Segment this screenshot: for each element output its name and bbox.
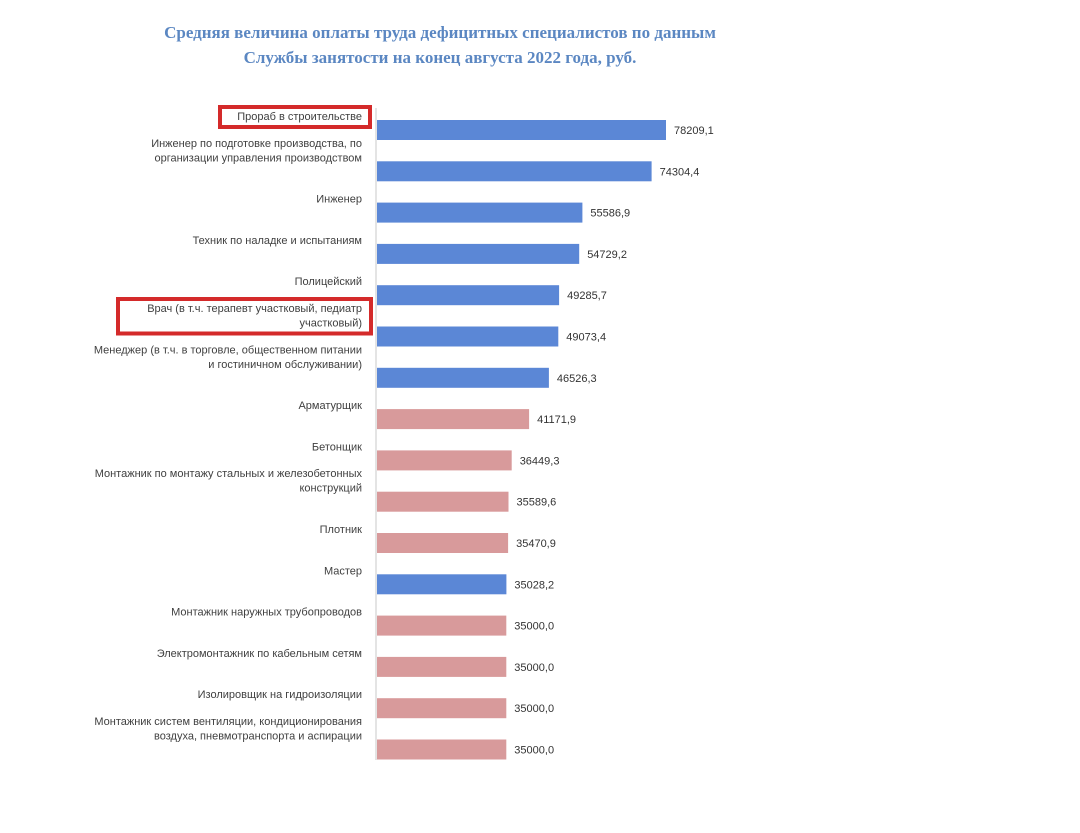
value-label-8: 36449,3 [520,455,560,467]
category-label-15-line-0: Монтажник систем вентиляции, кондиционир… [94,716,362,728]
category-label-11: Мастер [324,565,362,577]
value-label-0: 78209,1 [674,125,714,137]
value-label-2: 55586,9 [590,208,630,220]
value-label-7: 41171,9 [537,414,576,426]
value-label-10: 35470,9 [516,538,556,550]
category-label-13: Электромонтажник по кабельным сетям [157,648,362,660]
value-label-9: 35589,6 [517,497,557,509]
bar-11 [377,574,507,595]
category-label-15-line-1: воздуха, пневмотранспорта и аспирации [154,731,362,743]
category-label-5-line-0: Врач (в т.ч. терапевт участковый, педиат… [147,303,362,315]
category-label-5: Врач (в т.ч. терапевт участковый, педиат… [147,303,362,330]
value-label-6: 46526,3 [557,373,597,385]
bar-6 [377,367,549,388]
category-label-1-line-1: организации управления производством [154,152,362,164]
category-label-6-line-0: Менеджер (в т.ч. в торговле, общественно… [94,344,362,356]
category-label-3-line-0: Техник по наладке и испытаниям [193,235,362,247]
category-label-4-line-0: Полицейский [295,276,362,288]
category-label-1: Инженер по подготовке производства, по ор… [151,138,362,165]
chart-title: Средняя величина оплаты труда дефицитных… [40,20,840,70]
category-label-8: Бетонщик [312,441,362,453]
bar-12 [377,615,507,636]
category-label-10-line-0: Плотник [320,524,363,536]
bar-15 [377,739,507,760]
value-label-5: 49073,4 [566,332,606,344]
category-label-3: Техник по наладке и испытаниям [193,235,362,247]
bar-7 [377,409,530,430]
chart-title-line-1: Средняя величина оплаты труда дефицитных… [164,23,716,42]
bar-10 [377,533,509,553]
value-label-4: 49285,7 [567,290,607,302]
category-label-7: Арматурщик [298,400,362,412]
bar-4 [377,285,560,306]
category-label-2: Инженер [316,194,362,206]
bar-2 [377,202,583,223]
category-label-6: Менеджер (в т.ч. в торговле, общественно… [94,344,362,371]
category-label-7-line-0: Арматурщик [298,400,362,412]
category-label-12-line-0: Монтажник наружных трубопроводов [171,607,362,619]
category-label-9-line-0: Монтажник по монтажу стальных и железобе… [95,468,363,480]
value-label-15: 35000,0 [514,745,554,757]
highlight-box-0 [218,105,372,129]
category-label-8-line-0: Бетонщик [312,441,362,453]
category-label-0: Прораб в строительстве [237,111,362,123]
category-label-9: Монтажник по монтажу стальных и железобе… [95,468,363,495]
bar-3 [377,243,580,264]
category-label-1-line-0: Инженер по подготовке производства, по [151,138,362,150]
bar-1 [377,161,652,182]
bar-13 [377,656,507,677]
chart-title-line-2: Службы занятости на конец августа 2022 г… [243,48,637,67]
bar-14 [377,698,507,719]
value-label-14: 35000,0 [514,703,554,715]
category-label-5-line-1: участковый) [300,318,363,330]
category-label-2-line-0: Инженер [316,194,362,206]
category-label-11-line-0: Мастер [324,565,362,577]
bar-9 [377,491,509,512]
category-label-14: Изолировщик на гидроизоляции [198,689,362,701]
category-label-6-line-1: и гостиничном обслуживании) [208,359,362,371]
value-label-1: 74304,4 [660,166,700,178]
bars-group: 78209,1 Прораб в строительстве 74304,4 Инже… [94,105,714,760]
value-label-3: 54729,2 [587,249,627,261]
category-label-15: Монтажник систем вентиляции, кондиционир… [94,716,362,743]
category-label-0-line-0: Прораб в строительстве [237,111,362,123]
category-label-14-line-0: Изолировщик на гидроизоляции [198,689,362,701]
bar-0 [377,120,666,140]
bar-5 [377,326,559,347]
bar-8 [377,450,512,471]
category-label-10: Плотник [320,524,363,536]
category-label-4: Полицейский [295,276,362,288]
category-label-9-line-1: конструкций [299,483,362,495]
value-label-12: 35000,0 [514,621,554,633]
value-label-11: 35028,2 [514,579,554,591]
category-label-13-line-0: Электромонтажник по кабельным сетям [157,648,362,660]
highlight-box-5 [116,297,373,336]
value-label-13: 35000,0 [514,662,554,674]
category-label-12: Монтажник наружных трубопроводов [171,607,362,619]
